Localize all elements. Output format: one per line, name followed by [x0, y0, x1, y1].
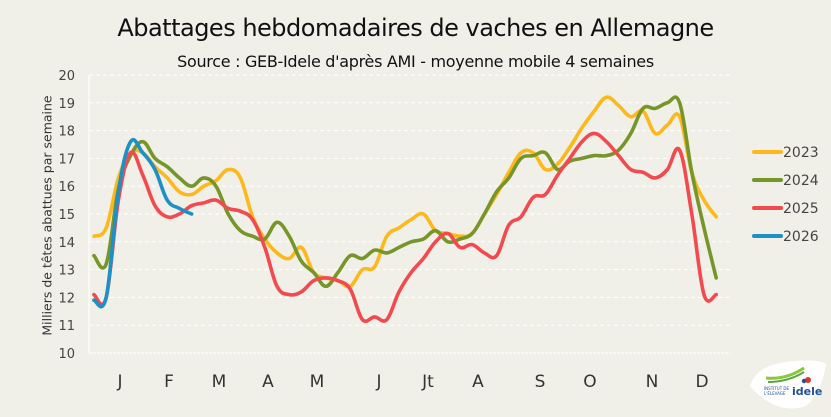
y-tick-label: 19	[58, 97, 75, 112]
y-tick-label: 16	[58, 180, 75, 195]
chart-title: Abattages hebdomadaires de vaches en All…	[117, 14, 714, 42]
series-line-2023	[92, 95, 718, 289]
chart-subtitle: Source : GEB-Idele d'après AMI - moyenne…	[177, 52, 654, 71]
series-line-2024	[92, 95, 718, 289]
y-tick-label: 11	[58, 319, 75, 334]
y-tick-label: 18	[58, 125, 75, 140]
x-tick-label: J	[116, 372, 122, 392]
svg-text:L'ÉLEVAGE: L'ÉLEVAGE	[764, 391, 786, 396]
x-tick-label: O	[583, 372, 596, 392]
y-tick-label: 15	[58, 208, 75, 223]
x-tick-label: A	[472, 372, 484, 392]
x-tick-label: Jt	[421, 372, 434, 392]
y-tick-label: 10	[58, 347, 75, 362]
legend-label-2025: 2025	[783, 201, 819, 217]
legend: 2023 2024 2025 2026	[752, 145, 819, 245]
y-tick-label: 13	[58, 264, 75, 279]
x-tick-label: M	[212, 372, 227, 392]
x-tick-label: A	[262, 372, 274, 392]
x-tick-label: J	[375, 372, 381, 392]
series-lines	[92, 95, 718, 324]
series-line-2025	[92, 131, 718, 324]
legend-label-2023: 2023	[783, 145, 819, 161]
series-line-2026	[92, 137, 194, 309]
legend-label-2024: 2024	[783, 173, 819, 189]
x-tick-label: S	[535, 372, 546, 392]
x-axis-month-labels: J F M A M J Jt A S O N D	[116, 372, 708, 392]
x-tick-label: M	[310, 372, 325, 392]
y-axis-ticks: 10 11 12 13 14 15 16 17 18 19 20	[58, 69, 75, 362]
svg-text:INSTITUT DE: INSTITUT DE	[764, 386, 790, 391]
y-tick-label: 17	[58, 152, 75, 167]
x-tick-label: N	[646, 372, 659, 392]
legend-label-2026: 2026	[783, 229, 819, 245]
y-tick-label: 12	[58, 291, 75, 306]
x-tick-label: F	[164, 372, 174, 392]
svg-text:idele: idele	[792, 385, 822, 398]
y-tick-label: 20	[58, 69, 75, 84]
idele-logo: INSTITUT DE L'ÉLEVAGE idele	[746, 356, 828, 412]
y-tick-label: 14	[58, 236, 75, 251]
x-tick-label: D	[695, 372, 708, 392]
